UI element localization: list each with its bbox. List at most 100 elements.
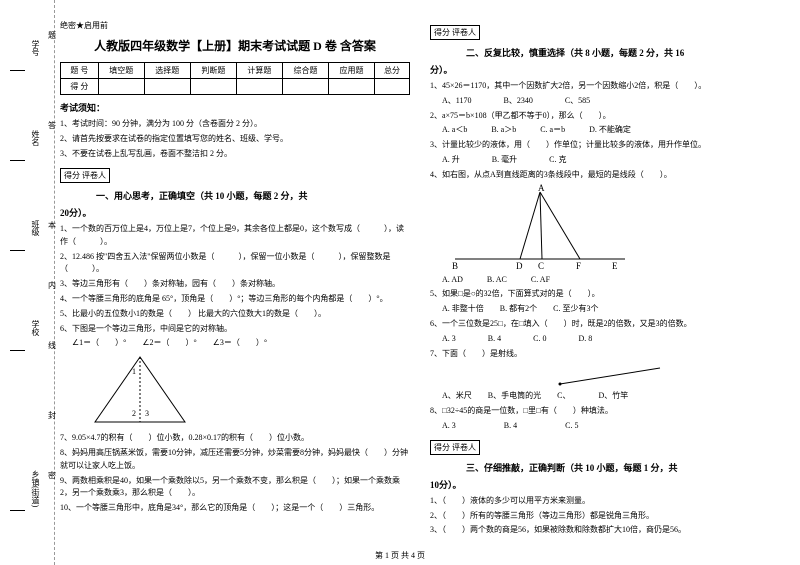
q2-8: 8、□32÷45的商是一位数，□里□有（ ）种填法。 <box>430 405 780 418</box>
q1-3: 3、等边三角形有（ ）条对称轴，园有（ ）条对称轴。 <box>60 278 410 291</box>
triangle2-figure: A B D C F E <box>450 184 630 272</box>
score-h: 题 号 <box>61 63 99 79</box>
q2-1o: A、1170 B、2340 C、585 <box>430 95 780 108</box>
page-footer: 第 1 页 共 4 页 <box>0 550 800 561</box>
binding-field-town: 乡镇(街道) <box>30 470 41 507</box>
dash-word: 答 <box>48 120 56 131</box>
q3-3: 3、（ ）两个数的商是56，如果被除数和除数都扩大10倍，商仍是56。 <box>430 524 780 537</box>
q2-3o: A. 升 B. 毫升 C. 克 <box>430 154 780 167</box>
dash-word: 密 <box>48 470 56 481</box>
score-h: 选择题 <box>144 63 190 79</box>
pt-e: E <box>612 261 618 271</box>
notice-heading: 考试须知： <box>60 101 410 114</box>
ray-line <box>560 368 660 384</box>
angle-label: 3 <box>145 409 149 418</box>
q2-2o: A. a＜b B. a＞b C. a＝b D. 不能确定 <box>430 124 780 137</box>
notice-item: 2、请首先按要求在试卷的指定位置填写您的姓名、班级、学号。 <box>60 133 410 145</box>
dash-word: 线 <box>48 340 56 351</box>
q1-10: 10、一个等腰三角形中，底角是34°，那么它的顶角是（ ）；这是一个（ ）三角形… <box>60 502 410 515</box>
section1-title: 一、用心思考，正确填空（共 10 小题，每题 2 分，共 <box>60 189 410 202</box>
score-c <box>190 79 236 95</box>
q1-6b: ∠1＝（ ）° ∠2＝（ ）° ∠3＝（ ）° <box>60 337 410 350</box>
score-h: 填空题 <box>98 63 144 79</box>
binding-field-name: 姓名 <box>30 130 41 146</box>
dash-word: 本 <box>48 220 56 231</box>
pt-d: D <box>516 261 523 271</box>
q2-8o: A. 3 B. 4 C. 5 <box>430 420 780 433</box>
q2-5o: A. 非整十倍 B. 都有2个 C. 至少有3个 <box>430 303 780 316</box>
score-c <box>282 79 328 95</box>
dash-word: 内 <box>48 280 56 291</box>
q2-5: 5、如果□是○的32倍，下面算式对的是（ ）。 <box>430 288 780 301</box>
q3-2: 2、（ ）所有的等腰三角形（等边三角形）都是锐角三角形。 <box>430 510 780 523</box>
q2-4o: A. AD B. AC C. AF <box>430 274 780 287</box>
section1-points: 20分）。 <box>60 206 410 219</box>
binding-line <box>10 350 25 351</box>
binding-margin: 学号 姓名 班级 学校 乡镇(街道) 题 答 本 内 线 封 密 <box>0 0 55 565</box>
q1-8: 8、妈妈用高压锅蒸米饭，需要10分钟，减压还需要5分钟，炒菜需要8分钟，妈妈最快… <box>60 447 410 473</box>
score-h: 应用题 <box>329 63 375 79</box>
line-af <box>540 192 580 259</box>
notice-item: 3、不要在试卷上乱写乱画，卷面不整洁扣 2 分。 <box>60 148 410 160</box>
section-head-box: 得分 评卷人 <box>430 25 480 40</box>
section3-points: 10分）。 <box>430 478 780 491</box>
binding-field-class: 班级 <box>30 220 41 236</box>
score-c <box>144 79 190 95</box>
q2-7o: A、米尺 B、手电筒的光 C、 D、竹竿 <box>430 390 780 403</box>
exam-title: 人教版四年级数学【上册】期末考试试题 D 卷 含答案 <box>60 37 410 54</box>
q1-7: 7、9.05×4.7的积有（ ）位小数，0.28×0.17的积有（ ）位小数。 <box>60 432 410 445</box>
pt-f: F <box>576 261 581 271</box>
score-h: 总分 <box>375 63 410 79</box>
section-head-box: 得分 评卷人 <box>60 168 110 183</box>
binding-field-school: 学校 <box>30 320 41 336</box>
q2-6: 6、一个三位数是25□，在□填入（ ）时，既是2的倍数，又是3的倍数。 <box>430 318 780 331</box>
q2-7: 7、下面（ ）是射线。 <box>430 348 780 361</box>
angle-label: 1 <box>132 367 136 376</box>
binding-field-xuehao: 学号 <box>30 40 41 56</box>
q3-1: 1、（ ）液体的多少可以用平方米来测量。 <box>430 495 780 508</box>
section-head-box: 得分 评卷人 <box>430 440 480 455</box>
triangle1-figure: 1 2 3 <box>80 352 200 430</box>
ray-figure <box>550 362 670 388</box>
score-c <box>98 79 144 95</box>
binding-line <box>10 250 25 251</box>
score-table: 题 号 填空题 选择题 判断题 计算题 综合题 应用题 总分 得 分 <box>60 62 410 95</box>
q1-6: 6、下图是一个等边三角形，中间是它的对称轴。 <box>60 323 410 336</box>
dash-word: 封 <box>48 410 56 421</box>
q2-6o: A. 3 B. 4 C. 0 D. 8 <box>430 333 780 346</box>
line-ad <box>520 192 540 259</box>
line-ac <box>540 192 542 259</box>
q2-1: 1、45×26＝1170，其中一个因数扩大2倍，另一个因数缩小2倍，积是（ ）。 <box>430 80 780 93</box>
score-h: 判断题 <box>190 63 236 79</box>
section2-points: 分）。 <box>430 63 780 76</box>
pt-c: C <box>538 261 544 271</box>
secret-label: 绝密★启用前 <box>60 20 410 31</box>
left-column: 绝密★启用前 人教版四年级数学【上册】期末考试试题 D 卷 含答案 题 号 填空… <box>60 20 410 545</box>
q1-2: 2、12.486 按"四舍五入法"保留两位小数是（ ），保留一位小数是（ ），保… <box>60 251 410 277</box>
dash-word: 题 <box>48 30 56 41</box>
score-c <box>375 79 410 95</box>
binding-line <box>10 510 25 511</box>
ray-origin <box>559 383 562 386</box>
section2-title: 二、反复比较，慎重选择（共 8 小题，每题 2 分，共 16 <box>430 46 780 59</box>
binding-line <box>10 70 25 71</box>
angle-label: 2 <box>132 409 136 418</box>
q1-1: 1、一个数的百万位上是4，万位上是7，个位上是9，其余各位上都是0，这个数写成（… <box>60 223 410 249</box>
q1-9: 9、两数相乘积是40，如果一个乘数除以5，另一个乘数不变，那么积是（ ）；如果一… <box>60 475 410 501</box>
score-c <box>236 79 282 95</box>
q1-4: 4、一个等腰三角形的底角是 65°，顶角是（ ）°；等边三角形的每个内角都是（ … <box>60 293 410 306</box>
score-c <box>329 79 375 95</box>
binding-line <box>10 160 25 161</box>
q1-5: 5、比最小的五位数小1的数是（ ） 比最大的六位数大1的数是（ ）。 <box>60 308 410 321</box>
q2-3: 3、计量比较少的液体，用（ ）作单位；计量比较多的液体，用升作单位。 <box>430 139 780 152</box>
score-h: 计算题 <box>236 63 282 79</box>
score-c: 得 分 <box>61 79 99 95</box>
section3-title: 三、仔细推敲，正确判断（共 10 小题，每题 1 分，共 <box>430 461 780 474</box>
q2-4: 4、如右图，从点A到直线距离的3条线段中，最短的是线段（ ）。 <box>430 169 780 182</box>
right-column: 得分 评卷人 二、反复比较，慎重选择（共 8 小题，每题 2 分，共 16 分）… <box>430 20 780 545</box>
pt-b: B <box>452 261 458 271</box>
pt-a: A <box>538 184 545 193</box>
q2-2: 2、a×75＝b×108（甲乙都不等于0），那么（ ）。 <box>430 110 780 123</box>
notice-item: 1、考试时间：90 分钟，满分为 100 分（含卷面分 2 分）。 <box>60 118 410 130</box>
score-h: 综合题 <box>282 63 328 79</box>
